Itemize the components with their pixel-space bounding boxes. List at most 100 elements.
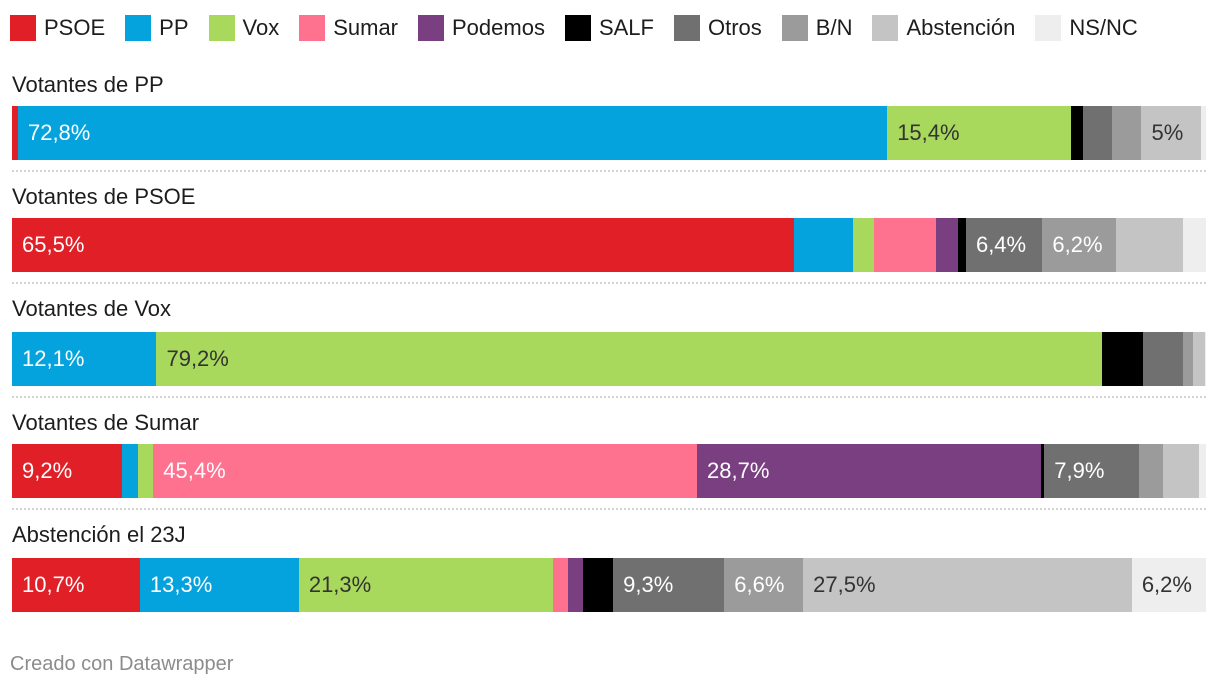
bar-votantes-de-psoe: 65,5% 6,4% 6,2%: [12, 218, 1206, 272]
legend-label: Otros: [707, 15, 762, 40]
data-label: 6,4%: [975, 232, 1027, 257]
bar-segment-b-n: [1111, 106, 1142, 160]
bar-segment-pp: [122, 444, 138, 498]
bar-votantes-de-pp: 72,8% 15,4% 5%: [12, 106, 1206, 160]
data-label: 9,2%: [22, 458, 73, 483]
bar-segment-abstencion: [1162, 444, 1199, 498]
legend-swatch: [872, 15, 899, 41]
bar-segment-ns-nc: [1204, 332, 1206, 386]
bar-segment-ns-nc: [1198, 444, 1206, 498]
legend-item-ns-nc: NS/NC: [1035, 15, 1138, 41]
legend-swatch: [781, 15, 808, 41]
bar-segment-sumar: [553, 558, 568, 612]
bar-segment-salf: [1102, 332, 1143, 386]
row-divider: [12, 508, 1206, 510]
legend-label: B/N: [815, 15, 853, 40]
legend-label: SALF: [598, 15, 654, 40]
legend-swatch: [208, 15, 235, 41]
bar-segment-podemos: [567, 558, 584, 612]
data-label: 72,8%: [27, 120, 91, 145]
legend-label: Sumar: [333, 15, 398, 40]
legend-label: NS/NC: [1069, 15, 1138, 40]
bar-segment-vox: 15,4%: [887, 106, 1072, 160]
bar-segment-pp: [794, 218, 853, 272]
data-label: 27,5%: [813, 572, 876, 597]
bar-segment-psoe: 9,2%: [12, 444, 123, 498]
bar-segment-abstencion: [1116, 218, 1184, 272]
legend-swatch: [299, 15, 326, 41]
bar-segment-otros: [1142, 332, 1184, 386]
legend-swatch: [10, 15, 36, 41]
bar-segment-otros: 6,4%: [965, 218, 1043, 272]
bar-segment-abstencion: 5%: [1141, 106, 1202, 160]
bar-votantes-de-vox: 12,1% 79,2%: [12, 332, 1206, 386]
bar-segment-abstencion: [1192, 332, 1205, 386]
bar-segment-psoe: [12, 106, 18, 160]
legend-item-b-n: B/N: [781, 15, 853, 41]
row-divider: [12, 282, 1206, 284]
bar-segment-pp: 12,1%: [12, 332, 157, 386]
legend-label: Vox: [242, 15, 280, 40]
legend-item-pp: PP: [125, 15, 189, 41]
bar-segment-otros: 9,3%: [613, 558, 725, 612]
data-label: 13,3%: [149, 572, 213, 597]
bar-segment-ns-nc: [1201, 106, 1206, 160]
chart-legend: PSOE PP Vox Sumar Podemos SALF Otros B/N Abstenc…: [10, 14, 1138, 42]
bar-segment-vox: [852, 218, 875, 272]
bar-segment-podemos: [936, 218, 958, 272]
data-label: 15,4%: [897, 120, 960, 145]
data-label: 79,2%: [166, 346, 229, 371]
bar-segment-b-n: 6,6%: [724, 558, 804, 612]
data-label: 6,6%: [734, 572, 785, 597]
bar-segment-b-n: 6,2%: [1042, 218, 1117, 272]
legend-label: Abstención: [906, 15, 1016, 40]
legend-label: PSOE: [44, 15, 106, 40]
data-label: 6,2%: [1052, 232, 1103, 257]
data-label: 7,9%: [1054, 458, 1105, 483]
legend-label: PP: [159, 15, 189, 40]
bar-segment-sumar: [874, 218, 937, 272]
legend-item-podemos: Podemos: [418, 15, 545, 41]
bar-segment-otros: 7,9%: [1044, 444, 1139, 498]
row-label: Votantes de PSOE: [12, 184, 196, 209]
legend-swatch: [418, 15, 444, 41]
data-label: 9,3%: [623, 572, 674, 597]
bar-segment-podemos: 28,7%: [697, 444, 1041, 498]
legend-swatch: [564, 15, 591, 41]
bar-segment-ns-nc: [1183, 218, 1206, 272]
row-label: Votantes de Sumar: [12, 410, 200, 435]
data-label: 10,7%: [22, 572, 85, 597]
bar-segment-vox: [137, 444, 154, 498]
bar-segment-salf: [583, 558, 614, 612]
legend-item-salf: SALF: [564, 15, 654, 41]
row-label: Votantes de PP: [12, 72, 164, 97]
row-label: Votantes de Vox: [12, 296, 172, 321]
data-label: 5%: [1151, 120, 1184, 145]
row-divider: [12, 396, 1206, 398]
bar-abstencion-el-23j: 10,7% 13,3% 21,3% 9,3% 6,6% 27,5% 6,2%: [12, 558, 1206, 612]
bar-segment-vox: 79,2%: [156, 332, 1103, 386]
legend-item-abstencion: Abstención: [872, 15, 1015, 41]
bar-segment-b-n: [1183, 332, 1193, 386]
data-label: 6,2%: [1141, 572, 1192, 597]
row-label: Abstención el 23J: [12, 522, 186, 547]
data-label: 45,4%: [163, 458, 226, 483]
bar-votantes-de-sumar: 9,2% 45,4% 28,7% 7,9%: [12, 444, 1206, 498]
legend-label: Podemos: [452, 15, 545, 40]
data-label: 21,3%: [308, 572, 372, 597]
legend-swatch: [673, 15, 700, 41]
bar-segment-salf: [1040, 444, 1045, 498]
legend-item-psoe: PSOE: [10, 15, 105, 41]
bar-segment-psoe: 65,5%: [12, 218, 795, 272]
bar-segment-pp: 72,8%: [17, 106, 888, 160]
bar-segment-abstencion: 27,5%: [803, 558, 1132, 612]
credit-text: Creado con Datawrapper: [10, 653, 234, 675]
bar-segment-salf: [957, 218, 966, 272]
legend-item-vox: Vox: [208, 15, 280, 41]
bar-segment-pp: 13,3%: [139, 558, 299, 612]
bar-segment-salf: [1071, 106, 1083, 160]
legend-item-sumar: Sumar: [299, 15, 398, 41]
bar-segment-sumar: 45,4%: [153, 444, 697, 498]
bar-segment-vox: 21,3%: [298, 558, 554, 612]
